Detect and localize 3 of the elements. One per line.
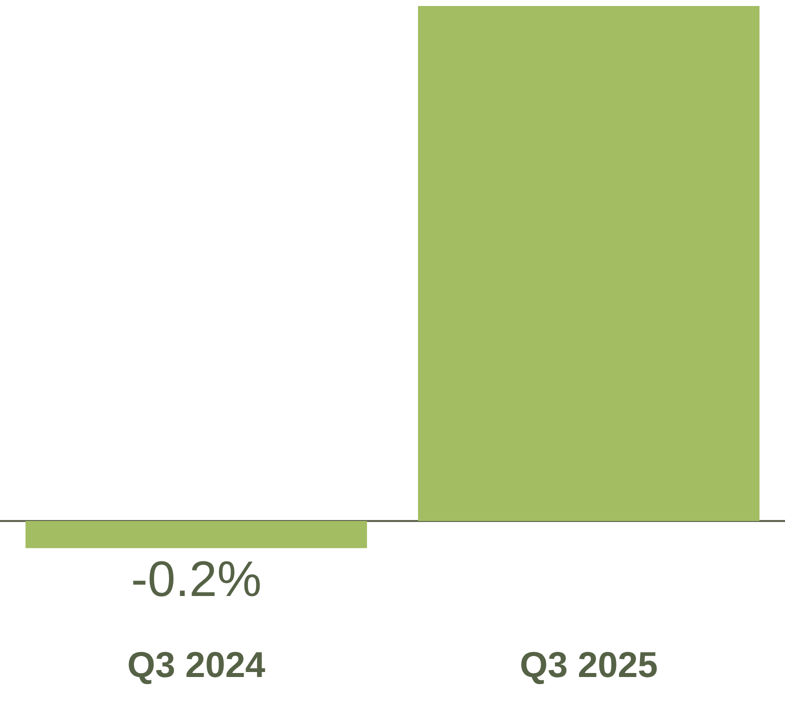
x-tick-label: Q3 2025	[520, 644, 658, 685]
x-tick-label: Q3 2024	[127, 644, 266, 685]
data-label: -0.2%	[130, 551, 262, 608]
